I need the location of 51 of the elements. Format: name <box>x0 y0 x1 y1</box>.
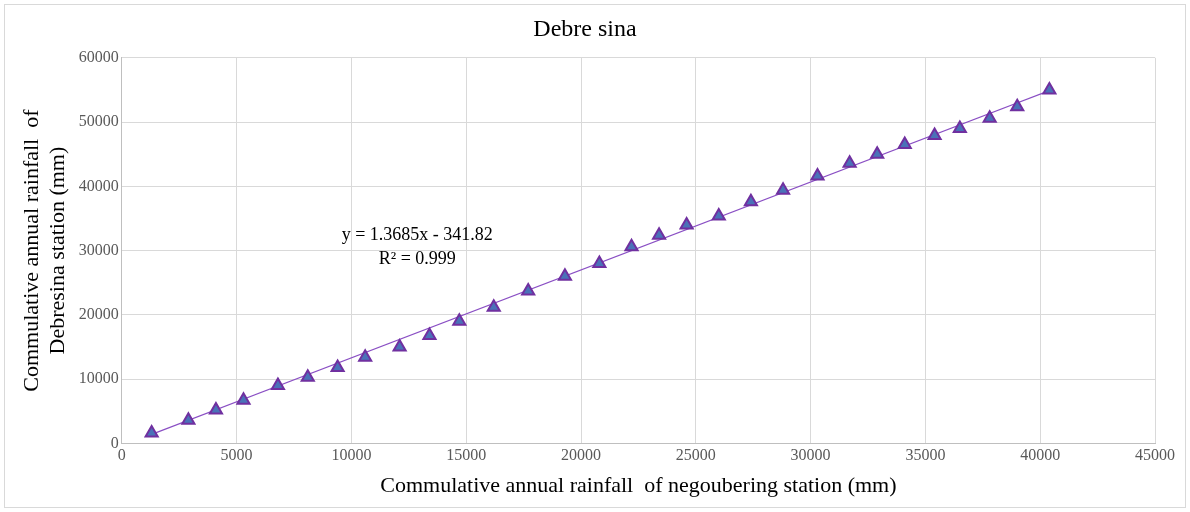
point <box>870 146 885 159</box>
x-axis-title: Commulative annual rainfall of negoubering station (mm) <box>380 471 897 497</box>
point <box>422 327 437 340</box>
x-tick-label: 45000 <box>1135 446 1175 464</box>
point <box>181 412 196 425</box>
point <box>300 369 315 382</box>
y-tick-label: 10000 <box>78 369 119 387</box>
x-tick-label: 20000 <box>561 446 601 464</box>
y-tick-label: 20000 <box>78 305 119 323</box>
y-axis-title: Commulative annual rainfall of Debresina station (mm) <box>17 108 70 392</box>
x-tick-label: 25000 <box>675 446 716 464</box>
x-tick-label: 15000 <box>446 446 487 464</box>
point <box>897 136 912 150</box>
annotation: y = 1.3685x - 341.82 <box>341 223 493 244</box>
point <box>842 155 857 168</box>
point <box>392 339 407 352</box>
point <box>1010 98 1025 112</box>
x-tick-label: 10000 <box>331 446 372 464</box>
point <box>330 359 345 373</box>
chart-title: Debre sina <box>533 14 637 41</box>
point <box>743 193 758 207</box>
point <box>982 110 997 123</box>
x-tick-label: 35000 <box>905 446 946 464</box>
point <box>711 207 726 221</box>
x-tick-label: 30000 <box>790 446 831 464</box>
point <box>952 120 967 133</box>
point <box>679 216 694 230</box>
point <box>927 127 942 141</box>
point <box>270 377 285 391</box>
point <box>236 392 251 405</box>
y-tick-label: 60000 <box>78 48 119 65</box>
x-tick-label: 5000 <box>220 446 253 464</box>
point <box>624 238 639 252</box>
point <box>208 401 223 415</box>
point <box>358 349 373 362</box>
y-tick-label: 40000 <box>78 176 119 194</box>
point <box>1042 81 1057 95</box>
annotation: R² = 0.999 <box>378 247 456 268</box>
point <box>452 313 467 326</box>
point <box>810 168 825 181</box>
y-tick-label: 30000 <box>78 240 119 258</box>
x-tick-label: 40000 <box>1020 446 1061 464</box>
y-tick-label: 0 <box>110 433 119 451</box>
point <box>592 255 607 268</box>
point <box>144 425 159 438</box>
point <box>775 182 791 195</box>
point <box>521 283 536 296</box>
point <box>652 227 667 240</box>
point <box>486 299 501 312</box>
y-tick-label: 50000 <box>78 112 119 130</box>
point <box>557 268 572 281</box>
